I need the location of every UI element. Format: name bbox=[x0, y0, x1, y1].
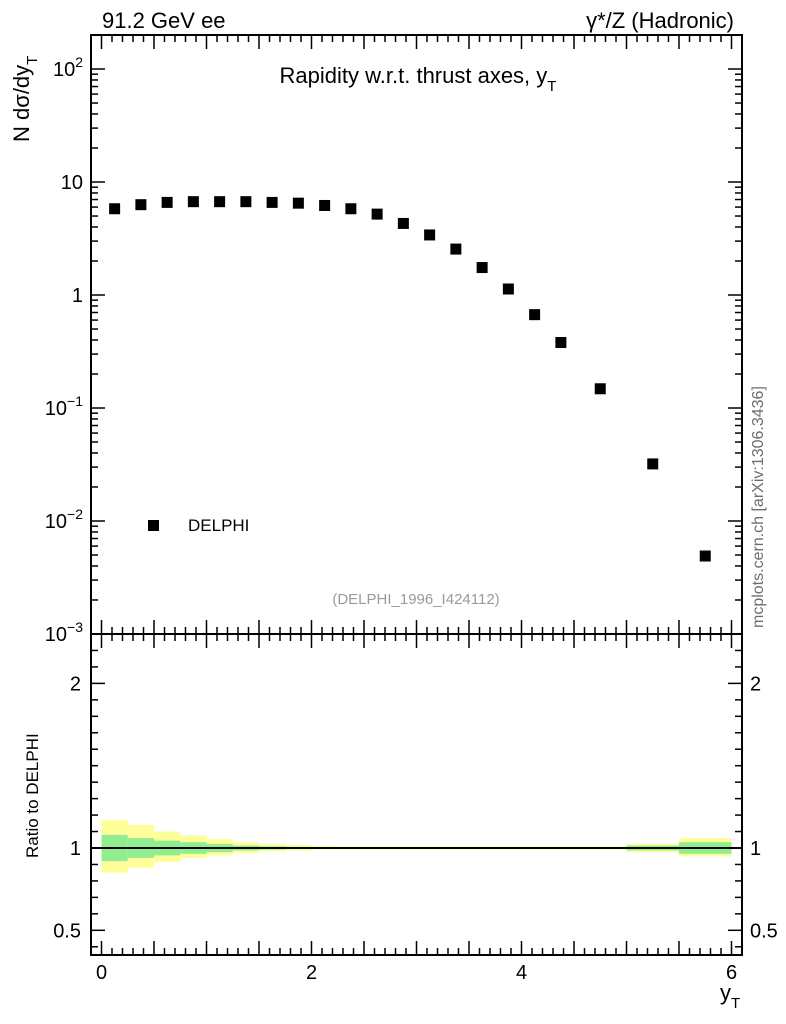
data-point bbox=[450, 243, 462, 255]
data-point bbox=[266, 196, 278, 208]
data-point bbox=[371, 208, 383, 220]
data-point bbox=[594, 383, 606, 395]
ratio-y-tick-label: 2 bbox=[70, 673, 81, 695]
x-tick-label: 0 bbox=[96, 962, 107, 984]
data-point bbox=[647, 458, 659, 470]
legend-label-delphi: DELPHI bbox=[188, 516, 249, 535]
y-tick-label: 10−3 bbox=[45, 619, 83, 646]
ratio-y-tick-label-right: 1 bbox=[750, 838, 761, 860]
y-tick-label: 102 bbox=[53, 54, 83, 81]
process-label: γ*/Z (Hadronic) bbox=[586, 8, 734, 33]
data-point bbox=[345, 203, 357, 215]
ratio-plot-frame bbox=[90, 633, 743, 956]
ratio-plot-axes: 0.5 0.5 1 1 2 2 0 2 4 6 bbox=[53, 633, 778, 984]
ratio-y-tick-label: 0.5 bbox=[53, 920, 81, 942]
x-tick-label: 6 bbox=[726, 962, 737, 984]
data-point bbox=[240, 196, 252, 208]
x-tick-label: 4 bbox=[516, 962, 527, 984]
x-tick-label: 2 bbox=[306, 962, 317, 984]
main-plot-points bbox=[109, 196, 711, 562]
ratio-axis-label: Ratio to DELPHI bbox=[23, 733, 42, 858]
data-point bbox=[292, 197, 304, 209]
main-plot-axes: 10−3 10−2 10−1 1 10 102 bbox=[45, 34, 743, 646]
data-point bbox=[699, 550, 711, 562]
data-point bbox=[397, 217, 409, 229]
energy-label: 91.2 GeV ee bbox=[102, 8, 226, 33]
ratio-y-tick-label-right: 0.5 bbox=[750, 920, 778, 942]
y-tick-label: 1 bbox=[72, 285, 83, 307]
side-reference-label: mcplots.cern.ch [arXiv:1306.3436] bbox=[750, 386, 767, 628]
x-axis-label: yT bbox=[720, 980, 740, 1012]
data-point bbox=[424, 229, 436, 241]
data-point bbox=[555, 336, 567, 348]
y-axis-label: N dσ/dyT bbox=[9, 56, 41, 142]
y-tick-label: 10−2 bbox=[45, 506, 83, 533]
data-point bbox=[109, 203, 121, 215]
ratio-bands bbox=[101, 820, 732, 873]
data-point bbox=[529, 309, 541, 321]
y-tick-label: 10 bbox=[61, 172, 83, 194]
analysis-reference: (DELPHI_1996_I424112) bbox=[332, 591, 499, 608]
ratio-y-tick-label: 1 bbox=[70, 838, 81, 860]
data-point bbox=[319, 199, 331, 211]
ratio-y-tick-label-right: 2 bbox=[750, 673, 761, 695]
legend-marker-delphi bbox=[148, 520, 159, 531]
data-point bbox=[502, 283, 514, 295]
data-point bbox=[214, 196, 226, 208]
data-point bbox=[476, 262, 488, 274]
data-point bbox=[135, 199, 147, 211]
data-point bbox=[161, 196, 173, 208]
main-plot-frame bbox=[90, 34, 743, 635]
data-point bbox=[187, 196, 199, 208]
y-tick-label: 10−1 bbox=[45, 393, 83, 420]
plot-title: Rapidity w.r.t. thrust axes, yT bbox=[280, 63, 557, 95]
